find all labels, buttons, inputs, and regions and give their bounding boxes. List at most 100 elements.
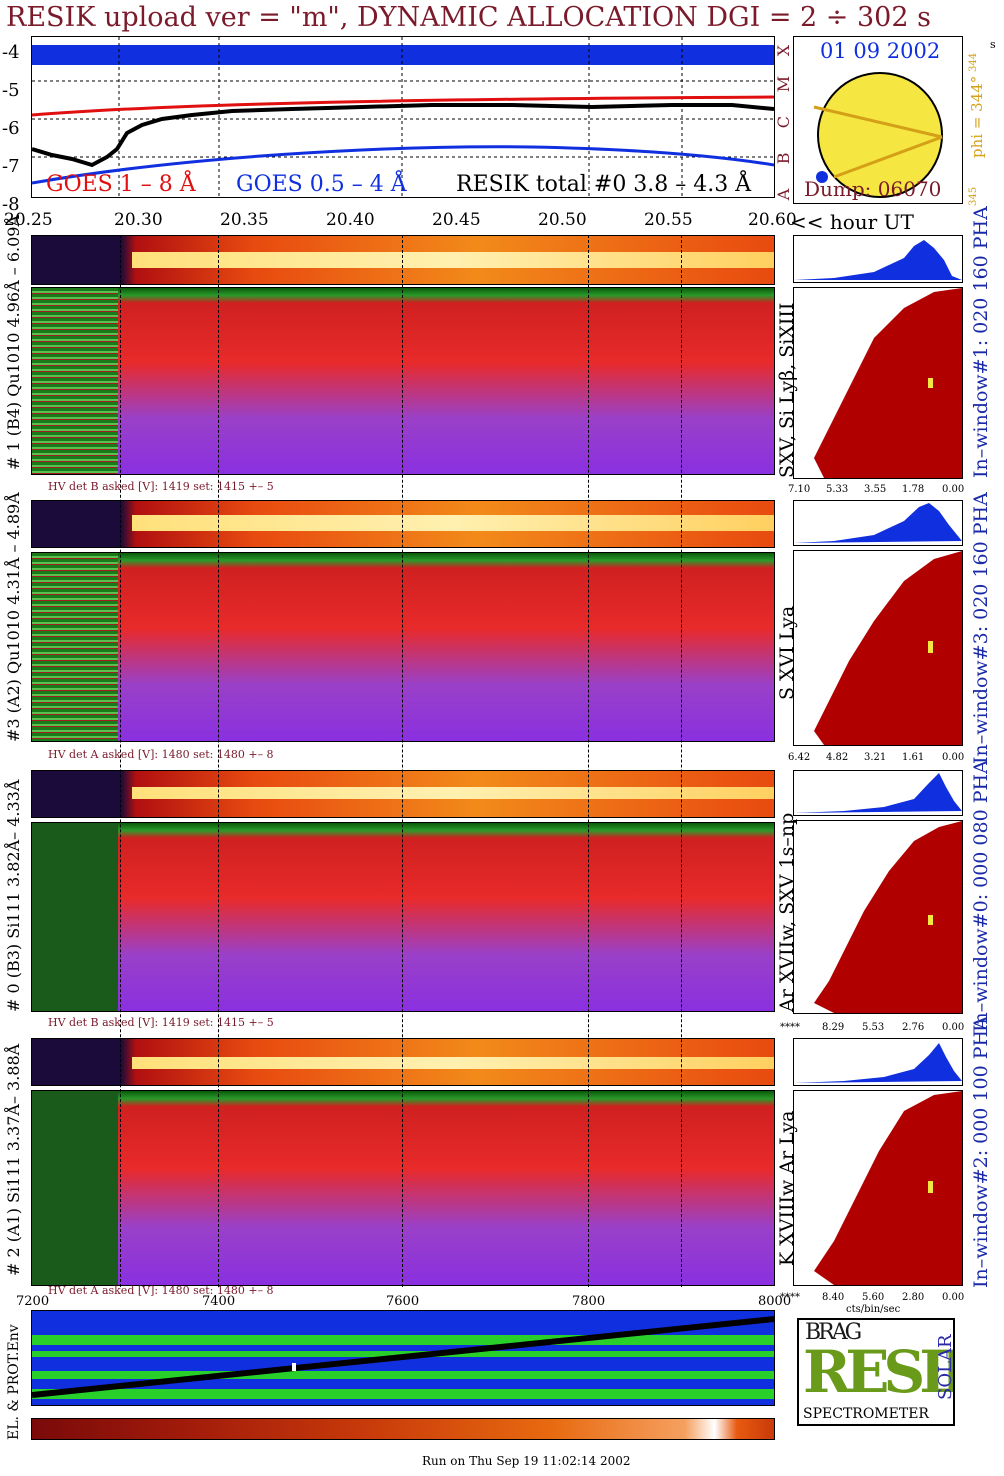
- time-tick: 20.25: [4, 210, 53, 230]
- resik-logo: BRAG RESIK SOLAR SPECTROMETER: [797, 1318, 955, 1426]
- orientation-arrow: [813, 105, 943, 139]
- pha-tick: 0.00: [942, 484, 965, 495]
- time-tick: 20.60: [748, 210, 797, 230]
- legend-goes-short: GOES 0.5 – 4 Å: [236, 172, 407, 197]
- pha-unit: cts/bin/sec: [846, 1304, 901, 1315]
- legend-goes-long: GOES 1 – 8 Å: [46, 172, 196, 197]
- pha-tick: 0.00: [942, 1022, 965, 1033]
- pha-window-label: In–window#3: 020 160 PHA: [970, 492, 992, 764]
- channel-label: # 2 (A1) Si111 3.37Å– 3.88Å: [4, 1043, 23, 1276]
- logo-top-text: BRAG: [805, 1320, 862, 1345]
- sun-panel: 01 09 2002 Dump: 06070: [793, 36, 963, 204]
- resik-total-curve: [32, 103, 774, 168]
- env-panel: [31, 1310, 775, 1406]
- spectral-line: [132, 252, 774, 268]
- y-tick: -8: [2, 194, 20, 215]
- xray-band: [32, 45, 774, 65]
- env-tick: 7400: [202, 1294, 236, 1309]
- dump-label: Dump: 06070: [804, 177, 942, 201]
- pha-tick: 1.78: [902, 484, 925, 495]
- pre-flare-block: [32, 553, 118, 741]
- position-dot: [816, 171, 828, 183]
- logo-side-text: SOLAR: [935, 1334, 955, 1400]
- logo-bottom-text: SPECTROMETER: [803, 1406, 929, 1422]
- channel-label: # 0 (B3) Si111 3.82Å– 4.33Å: [4, 779, 23, 1012]
- time-unit: << hour UT: [790, 210, 914, 234]
- gridline: [218, 235, 219, 1287]
- pha-window-label: In–window#2: 000 100 PHA: [970, 1016, 992, 1288]
- pha-histogram: [793, 287, 963, 479]
- pre-flare-block: [32, 823, 118, 1011]
- spectrogram-strip: [31, 500, 775, 548]
- pha-window-label: In–window#1: 020 160 PHA: [970, 206, 992, 478]
- corner-mark: s: [990, 38, 996, 51]
- env-tick: 8000: [758, 1294, 792, 1309]
- sun-disk-canvas: [813, 72, 943, 198]
- y-tick: -7: [2, 156, 20, 177]
- time-tick: 20.50: [538, 210, 587, 230]
- pha-histogram: [793, 820, 963, 1014]
- legend-resik: RESIK total #0 3.8 – 4.3 Å: [456, 172, 752, 197]
- pha-tick: 5.53: [862, 1022, 885, 1033]
- spectrogram-strip: [31, 1038, 775, 1086]
- spectrogram-strip: [31, 235, 775, 285]
- goes-y-axis: -4 -5 -6 -7 -8: [2, 34, 20, 224]
- pha-small: [793, 235, 963, 283]
- pha-tick: ****: [780, 1022, 800, 1033]
- pha-tick: 3.55: [864, 484, 887, 495]
- gridline: [402, 235, 403, 1287]
- goes-plot: [31, 36, 775, 198]
- pha-tick: 0.00: [942, 752, 965, 763]
- sun-disk: [817, 72, 943, 198]
- goes-long-curve: [32, 95, 774, 117]
- channel-label: # 1 (B4) Qu1010 4.96Å – 6.09Å: [4, 214, 23, 470]
- pha-tick: 5.60: [862, 1292, 885, 1303]
- color-scale-bar: [31, 1418, 775, 1440]
- time-tick: 20.55: [644, 210, 693, 230]
- pha-histogram: [793, 550, 963, 746]
- flare-class-axis: X M C B A: [774, 30, 793, 210]
- spectral-line: [132, 787, 774, 799]
- spectral-line: [132, 515, 774, 531]
- env-tick: 7600: [386, 1294, 420, 1309]
- time-tick: 20.30: [114, 210, 163, 230]
- run-timestamp: Run on Thu Sep 19 11:02:14 2002: [422, 1454, 631, 1468]
- sun-date: 01 09 2002: [820, 39, 941, 63]
- goes-plot-canvas: [32, 37, 774, 197]
- pha-tick: 3.21: [864, 752, 887, 763]
- spectrogram-main: [31, 287, 775, 475]
- phi-label: phi = 344°: [968, 75, 986, 158]
- pha-tick: 2.80: [902, 1292, 925, 1303]
- pha-tick: ****: [780, 1292, 800, 1303]
- env-side-label: EL. & PROT.Env: [6, 1324, 22, 1440]
- spectrogram-main: [31, 1090, 775, 1286]
- pha-small: [793, 770, 963, 816]
- goes-short-curve: [32, 145, 774, 185]
- phi-bottom: 345: [968, 186, 979, 206]
- spectrogram-main: [31, 552, 775, 742]
- hv-info: HV det A asked [V]: 1480 set: 1480 +– 8: [48, 748, 274, 761]
- gridline: [588, 235, 589, 1287]
- phi-top: 344: [968, 52, 979, 72]
- pha-small: [793, 1038, 963, 1086]
- time-tick: 20.45: [432, 210, 481, 230]
- hv-info: HV det B asked [V]: 1419 set: 1415 +– 5: [48, 480, 274, 493]
- time-tick: 20.35: [220, 210, 269, 230]
- channel-label: #3 (A2) Qu1010 4.31Å – 4.89Å: [4, 492, 23, 742]
- logo-main-text: RESIK: [803, 1338, 953, 1406]
- y-tick: -4: [2, 42, 20, 63]
- y-tick: -6: [2, 118, 20, 139]
- pha-histogram: [793, 1090, 963, 1286]
- pha-tick: 0.00: [942, 1292, 965, 1303]
- pre-flare-block: [32, 288, 118, 474]
- pha-tick: 1.61: [902, 752, 925, 763]
- page-title: RESIK upload ver = "m", DYNAMIC ALLOCATI…: [6, 2, 931, 33]
- pha-window-label: In–window#0: 000 080 PHA: [970, 760, 992, 1032]
- pha-tick: 5.33: [826, 484, 849, 495]
- orientation-arrow: [833, 135, 943, 179]
- pha-tick: 8.40: [822, 1292, 845, 1303]
- spectral-line: [132, 1057, 774, 1069]
- pha-small: [793, 500, 963, 546]
- gridline: [120, 235, 121, 1287]
- spectrogram-strip: [31, 770, 775, 818]
